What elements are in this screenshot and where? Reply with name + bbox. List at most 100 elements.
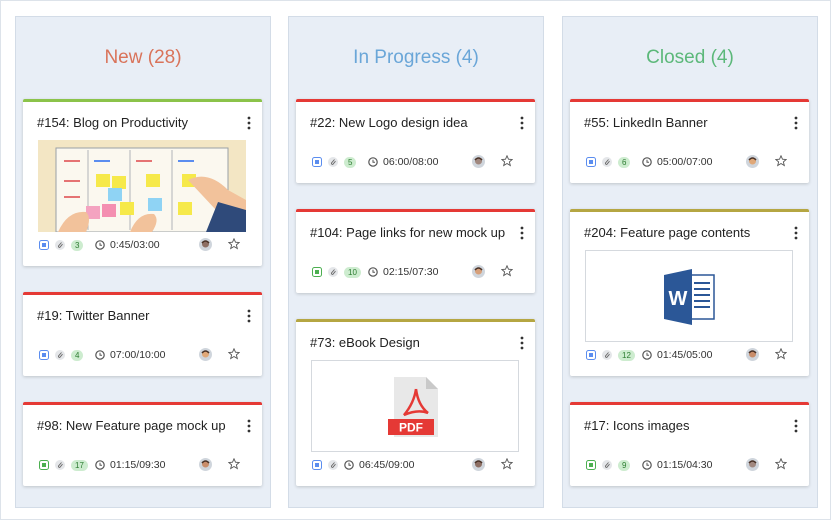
bg [328,267,338,277]
dot [247,121,251,125]
menu-button[interactable] [519,116,525,130]
time-tracking: 0:45/03:00 [110,239,160,251]
task-card[interactable]: #154: Blog on Productivity 3 0:45/03:00 [23,99,262,266]
comment-count: 10 [344,267,361,278]
avatar-hair [748,157,757,161]
card-title: #73: eBook Design [310,335,420,350]
meta-row: 12 01:45/05:00 [586,348,797,362]
task-card[interactable]: #22: New Logo design idea 5 06:00/08:00 [296,99,535,183]
column-title: In Progress (4) [353,47,479,68]
card-title: #104: Page links for new mock up [310,225,506,240]
type-icon [39,350,49,360]
clock-icon [642,350,652,360]
line-item [178,160,194,162]
task-card[interactable]: #73: eBook Design PDF 06:45/09:00 [296,319,535,486]
type-icon [39,460,49,470]
assignee-avatar [746,155,759,168]
task-card[interactable]: #98: New Feature page mock up 17 01:15/09:… [23,402,262,486]
type-icon [586,350,596,360]
menu-button[interactable] [519,336,525,350]
comment-count: 3 [71,240,84,251]
task-card[interactable]: #19: Twitter Banner 4 07:00/10:00 [23,292,262,376]
star-button[interactable] [501,265,513,277]
hands [99,462,102,466]
menu-button[interactable] [246,309,252,323]
column: Closed (4) #55: LinkedIn Banner 6 05:00/07:… [562,16,818,508]
star-button[interactable] [501,458,513,470]
dot [520,121,524,125]
star-button[interactable] [228,458,240,470]
hands [99,352,102,356]
attachment-icon [602,350,612,360]
dot [794,419,798,423]
time-tracking: 01:45/05:00 [657,349,713,361]
sticky-note [96,174,110,187]
star [501,458,513,470]
star-button[interactable] [228,238,240,250]
star [501,155,513,167]
type-inner [42,463,46,467]
menu-button[interactable] [793,226,799,240]
type-inner [42,243,46,247]
icon-label: PDF [399,421,423,435]
meta-row: 5 06:00/08:00 [312,155,523,169]
assignee-avatar [472,155,485,168]
assignee-avatar [746,348,759,361]
dot [520,346,524,350]
task-card[interactable]: #55: LinkedIn Banner 6 05:00/07:00 [570,99,809,183]
menu-button[interactable] [519,226,525,240]
dot [794,231,798,235]
avatar-hair [474,157,483,161]
clip [331,159,336,165]
clock-icon [95,460,105,470]
dot [247,309,251,313]
card-title: #17: Icons images [584,418,690,433]
dot [247,319,251,323]
clip [331,269,336,275]
attachment[interactable]: PDF [311,360,519,452]
type-inner [315,270,319,274]
star-button[interactable] [775,348,787,360]
attachment[interactable] [38,140,246,232]
star-button[interactable] [775,458,787,470]
dot [247,424,251,428]
dot [794,226,798,230]
hands [348,462,351,466]
attachment[interactable]: W [585,250,793,342]
time-tracking: 02:15/07:30 [383,266,439,278]
type-inner [589,353,593,357]
cover [664,269,692,325]
bg [602,350,612,360]
line-item [136,160,152,162]
meta-row: 6 05:00/07:00 [586,155,797,169]
dot [520,126,524,130]
task-card[interactable]: #104: Page links for new mock up 10 02:15/… [296,209,535,293]
menu-button[interactable] [793,419,799,433]
task-card[interactable]: #17: Icons images 9 01:15/04:30 [570,402,809,486]
hands [646,159,649,163]
line-item [94,160,110,162]
meta-row: 10 02:15/07:30 [312,265,523,279]
sticky-note [86,206,100,219]
menu-button[interactable] [246,116,252,130]
clip [331,462,336,468]
avatar-hair [201,460,210,464]
task-card[interactable]: #204: Feature page contents W 12 01:45/05:0… [570,209,809,376]
bg [602,157,612,167]
star-button[interactable] [228,348,240,360]
meta-row: 9 01:15/04:30 [586,458,797,472]
type-inner [315,463,319,467]
type-icon [312,157,322,167]
attachment-icon [55,240,65,250]
sticky-note [178,202,192,215]
star [228,238,240,250]
menu-button[interactable] [246,419,252,433]
badge [388,419,434,435]
star-button[interactable] [775,155,787,167]
word-icon: W [664,269,715,325]
hands [646,462,649,466]
hand [58,211,89,232]
menu-button[interactable] [793,116,799,130]
column-title: New (28) [104,47,182,68]
star-button[interactable] [501,155,513,167]
